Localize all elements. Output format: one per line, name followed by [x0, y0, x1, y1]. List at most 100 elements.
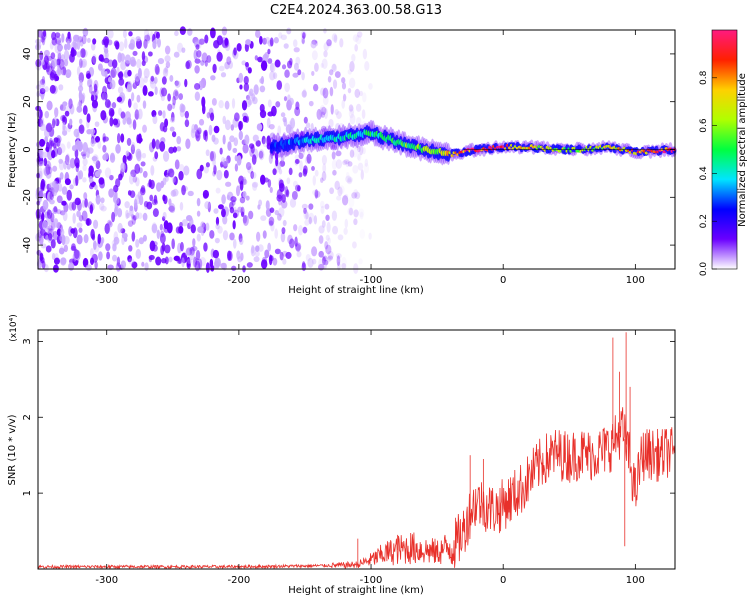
heatmap-noise-cell	[87, 79, 93, 88]
heatmap-noise-cell	[293, 224, 298, 232]
heatmap-noise-cell	[128, 31, 133, 37]
heatmap-noise-cell	[214, 237, 220, 244]
heatmap-noise-cell	[342, 93, 347, 102]
heatmap-noise-cell	[104, 167, 112, 179]
heatmap-noise-cell	[143, 39, 148, 49]
y-tick-label: -20	[22, 189, 33, 205]
heatmap-noise-cell	[35, 41, 42, 48]
heatmap-noise-cell	[97, 63, 103, 71]
heatmap-noise-cell	[346, 178, 353, 185]
heatmap-noise-cell	[62, 122, 66, 131]
x-tick-label: -200	[228, 575, 251, 586]
heatmap-noise-cell	[285, 251, 292, 259]
heatmap-noise-cell	[90, 138, 96, 147]
heatmap-noise-cell	[155, 31, 160, 39]
heatmap-noise-cell	[306, 153, 312, 164]
heatmap-noise-cell	[153, 76, 158, 84]
heatmap-noise-cell	[131, 231, 136, 242]
heatmap-noise-cell	[56, 228, 62, 237]
heatmap-noise-cell	[287, 94, 291, 103]
heatmap-noise-cell	[60, 257, 67, 265]
heatmap-noise-cell	[347, 207, 353, 216]
heatmap-noise-cell	[264, 249, 270, 259]
figure-title: C2E4.2024.363.00.58.G13	[270, 3, 442, 18]
heatmap-noise-cell	[151, 222, 158, 233]
heatmap-noise-cell	[251, 171, 257, 179]
heatmap-noise-cell	[157, 110, 163, 116]
heatmap-noise-cell	[185, 61, 190, 70]
heatmap-noise-cell	[352, 147, 358, 158]
heatmap-noise-cell	[240, 211, 245, 218]
heatmap-noise-cell	[171, 102, 176, 110]
x-tick-label: 100	[626, 575, 645, 586]
heatmap-noise-cell	[59, 172, 64, 180]
heatmap-noise-cell	[251, 154, 257, 165]
heatmap-noise-cell	[222, 134, 226, 145]
heatmap-noise-cell	[90, 128, 96, 135]
heatmap-x-axis-label: Height of straight line (km)	[288, 285, 424, 296]
heatmap-noise-cell	[104, 99, 111, 108]
heatmap-noise-cell	[51, 118, 56, 129]
heatmap-noise-cell	[129, 56, 136, 67]
heatmap-noise-cell	[120, 162, 126, 173]
heatmap-noise-cell	[235, 185, 241, 197]
heatmap-noise-cell	[280, 112, 286, 118]
heatmap-noise-cell	[224, 119, 231, 131]
heatmap-noise-cell	[125, 86, 132, 93]
heatmap-noise-cell	[133, 79, 140, 86]
heatmap-noise-cell	[321, 106, 327, 116]
heatmap-noise-cell	[149, 31, 154, 42]
heatmap-noise-cell	[326, 39, 332, 47]
heatmap-noise-cell	[354, 191, 361, 200]
heatmap-noise-cell	[157, 57, 165, 65]
heatmap-noise-cell	[335, 122, 341, 132]
heatmap-noise-cell	[81, 92, 86, 100]
heatmap-noise-cell	[118, 77, 125, 86]
heatmap-noise-cell	[39, 88, 46, 95]
heatmap-noise-cell	[231, 265, 237, 271]
heatmap-noise-cell	[78, 118, 83, 125]
heatmap-noise-cell	[301, 38, 305, 45]
heatmap-noise-cell	[363, 162, 370, 174]
heatmap-noise-cell	[173, 255, 180, 261]
heatmap-noise-cell	[226, 56, 232, 65]
heatmap-noise-cell	[269, 71, 276, 81]
heatmap-noise-cell	[57, 177, 62, 184]
heatmap-noise-cell	[301, 71, 305, 81]
heatmap-noise-cell	[231, 199, 236, 206]
heatmap-noise-cell	[295, 243, 301, 252]
heatmap-noise-cell	[141, 60, 146, 67]
heatmap-noise-cell	[169, 126, 175, 132]
heatmap-noise-cell	[343, 159, 350, 165]
heatmap-noise-cell	[160, 87, 168, 97]
snr-panel: -300 -200 -100 0 100 1 2 3 Height of straight …	[7, 314, 676, 596]
heatmap-noise-cell	[331, 159, 337, 170]
heatmap-noise-cell	[164, 68, 168, 74]
heatmap-noise-cell	[125, 150, 130, 157]
heatmap-noise-cell	[214, 257, 221, 268]
heatmap-noise-cell	[305, 254, 311, 262]
heatmap-noise-cell	[71, 243, 76, 251]
heatmap-noise-cell	[51, 58, 58, 68]
heatmap-noise-cell	[76, 51, 82, 58]
heatmap-noise-cell	[84, 198, 88, 208]
heatmap-noise-cell	[327, 237, 331, 245]
heatmap-noise-cell	[232, 212, 238, 219]
heatmap-noise-cell	[323, 260, 327, 270]
heatmap-y-ticks: -40 -20 0 20 40	[22, 48, 675, 253]
heatmap-noise-cell	[277, 125, 282, 136]
heatmap-noise-cell	[117, 86, 124, 94]
heatmap-noise-cell	[45, 146, 50, 152]
heatmap-noise-cell	[222, 215, 228, 225]
x-tick-label: -200	[228, 275, 251, 286]
heatmap-noise-cell	[283, 96, 288, 102]
heatmap-noise-cell	[54, 32, 61, 38]
heatmap-noise-cell	[324, 241, 329, 250]
heatmap-noise-cell	[257, 56, 263, 63]
heatmap-noise-cell	[169, 117, 176, 123]
heatmap-noise-cell	[320, 87, 326, 96]
heatmap-noise-cell	[266, 117, 271, 129]
heatmap-noise-cell	[44, 136, 49, 145]
heatmap-noise-cell	[121, 232, 128, 239]
heatmap-noise-cell	[136, 58, 142, 69]
